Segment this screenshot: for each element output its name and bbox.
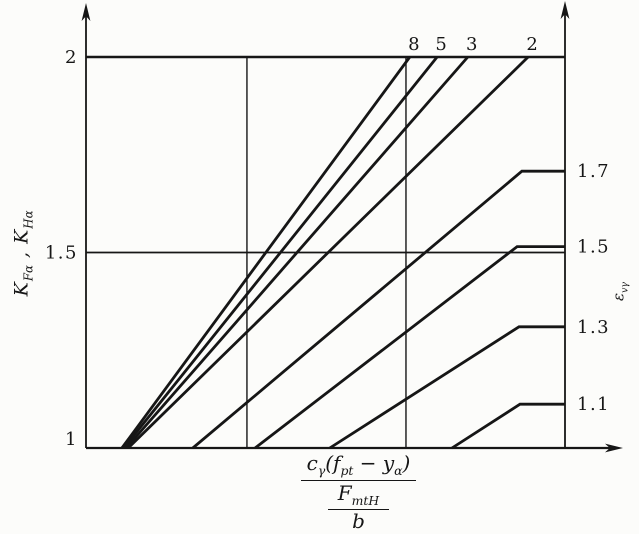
right-tick-label-1.5: 1.5 — [577, 237, 610, 258]
left-tick-label-1.5: 1.5 — [45, 243, 78, 264]
y-axis-label-k1: K — [10, 281, 33, 297]
left-tick-label-1: 1 — [65, 429, 78, 450]
series-line-2 — [127, 55, 530, 450]
series-line-8 — [120, 56, 411, 449]
right-tick-label-1.1: 1.1 — [577, 394, 610, 415]
curve-label-8: 8 — [408, 34, 419, 55]
right-tick-label-1.7: 1.7 — [577, 161, 610, 182]
x-label-numerator: cγ(fpt − yα) — [300, 452, 417, 481]
tick-labels: 8 5 3 2 1.7 1.5 1.3 1.1 2 1.5 1 — [45, 34, 610, 450]
right-axis-arrow-icon — [560, 1, 570, 19]
curve-label-2: 2 — [526, 34, 537, 55]
series-line-1.7 — [191, 169, 565, 450]
curve-label-3: 3 — [466, 34, 477, 55]
series-line-1.5 — [254, 245, 565, 450]
right-tick-label-1.3: 1.3 — [577, 317, 610, 338]
series-line-5 — [122, 56, 439, 449]
y-axis-label: KFα , KHα — [10, 210, 36, 297]
y-axis-label-k2: K — [10, 228, 33, 244]
series-line-1.1 — [451, 402, 565, 450]
gridlines — [86, 55, 565, 448]
series-lines — [120, 55, 565, 450]
curve-label-5: 5 — [435, 34, 446, 55]
x-label-denominator: FmtH b — [256, 482, 461, 532]
series-line-3 — [125, 56, 469, 449]
x-axis-arrow-icon — [605, 443, 623, 453]
right-axis-label: εvγ — [609, 282, 631, 301]
left-tick-label-2: 2 — [65, 47, 78, 68]
y-axis-arrow-icon — [81, 3, 91, 21]
series-line-1.3 — [329, 325, 565, 450]
x-axis-label: cγ(fpt − yα) FmtH b — [256, 452, 461, 532]
axes — [81, 1, 623, 453]
